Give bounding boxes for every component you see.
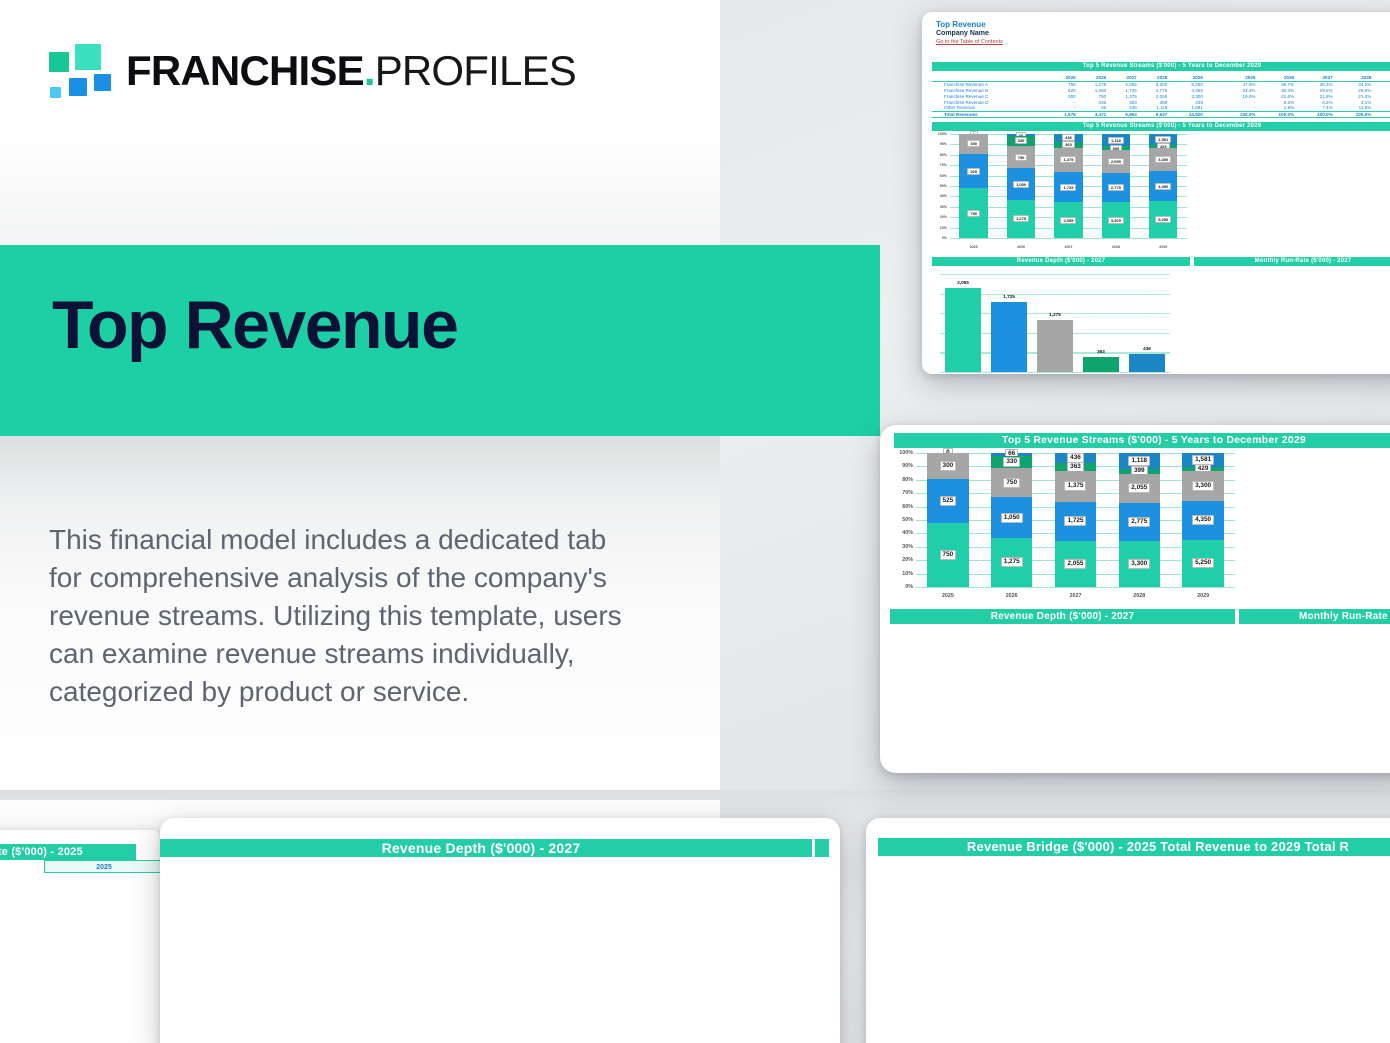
sheet-title: Top Revenue	[936, 20, 986, 29]
sheet-header: Top Revenue Company Name Go to the Table…	[922, 12, 1390, 48]
run-rate-title-bar-small: Monthly Run-Rate ($'000) - 2027	[1194, 257, 1390, 266]
run-rate-title-bar-2025: y Run-Rate ($'000) - 2025	[0, 844, 136, 860]
revenue-depth-title-bar-mid: Revenue Depth ($'000) - 2027	[890, 609, 1235, 624]
sheet-company-name: Company Name	[936, 30, 989, 37]
stacked-bar-chart-small[interactable]: 0%10%20%30%40%50%60%70%80%90%100%0300525…	[932, 130, 1187, 256]
revenue-depth-title-bar-small: Revenue Depth ($'000) - 2027	[932, 257, 1190, 266]
bar-column: 436	[1124, 274, 1170, 372]
run-rate-title-bar-mid: Monthly Run-Rate ($'0	[1239, 609, 1390, 624]
background-body-area	[0, 436, 720, 816]
page-title: Top Revenue	[52, 287, 459, 363]
brand-name-bold: FRANCHISE	[126, 47, 365, 94]
brand-dot: .	[363, 47, 376, 94]
hero-description: This financial model includes a dedicate…	[49, 524, 622, 708]
screenshot-panel-revenue-bridge[interactable]: Revenue Bridge ($'000) - 2025 Total Reve…	[866, 818, 1390, 1043]
stacked-chart-title-bar: Top 5 Revenue Streams ($'000) - 5 Years …	[894, 433, 1390, 448]
hero-title-band: Top Revenue	[0, 245, 880, 436]
stacked-chart-title-bar-small: Top 5 Revenue Streams ($'000) - 5 Years …	[932, 122, 1390, 131]
brand-logo[interactable]: FRANCHISE.PROFILES	[46, 42, 577, 100]
revenue-depth-title-bar-big: Revenue Depth ($'000) - 2027	[160, 839, 812, 857]
bar-column: 363	[1078, 274, 1124, 372]
stacked-bar-chart[interactable]: 0%10%20%30%40%50%60%70%80%90%100%0300525…	[890, 448, 1235, 605]
brand-name-light: PROFILES	[374, 47, 577, 94]
screenshot-panel-pie-2025[interactable]: y Run-Rate ($'000) - 2025 2025 47.6%33.3…	[0, 830, 163, 1043]
title-bar-cap	[815, 839, 829, 857]
year-tab-2025[interactable]: 2025	[44, 860, 163, 873]
screenshot-panel-spreadsheet[interactable]: Top Revenue Company Name Go to the Table…	[922, 12, 1390, 374]
revenue-bridge-title-bar: Revenue Bridge ($'000) - 2025 Total Reve…	[878, 838, 1390, 856]
table-of-contents-link[interactable]: Go to the Table of Contents	[936, 38, 1003, 45]
screenshot-panel-revenue-depth[interactable]: Revenue Depth ($'000) - 2027 2,0551,7251…	[160, 818, 840, 1043]
column-chart-small[interactable]: 2,055 1,725 1,275 363 436	[940, 274, 1170, 374]
bar-column: 1,275	[1032, 274, 1078, 372]
brand-wordmark: FRANCHISE.PROFILES	[126, 47, 577, 94]
background-header-area	[0, 0, 720, 245]
bar-column: 2,055	[940, 274, 986, 372]
table-title-bar: Top 5 Revenue Streams ($'000) - 5 Years …	[932, 62, 1390, 71]
bar-column: 1,725	[986, 274, 1032, 372]
screenshot-panel-stacked-zoom[interactable]: Top 5 Revenue Streams ($'000) - 5 Years …	[880, 425, 1390, 773]
revenue-table: 2025202620272028202920252026202720282029…	[932, 75, 1390, 119]
squares-logo-icon	[46, 42, 112, 100]
